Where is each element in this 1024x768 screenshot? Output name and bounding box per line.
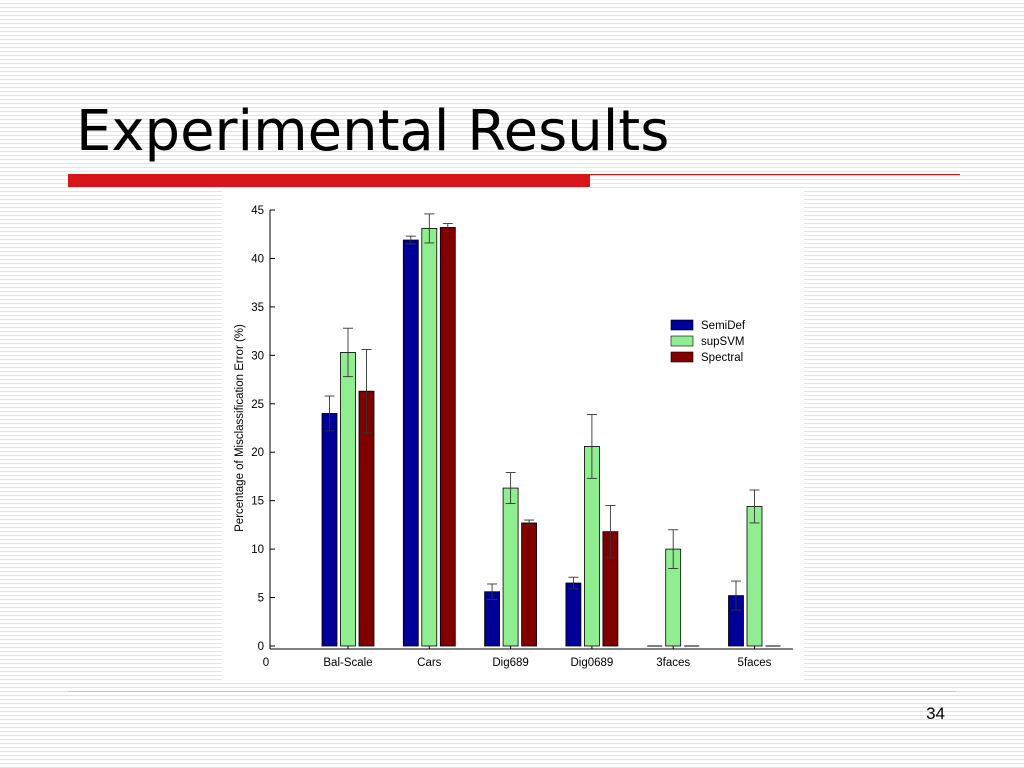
legend-label: Spectral (701, 352, 743, 364)
bar (321, 413, 338, 647)
bars-layer (321, 213, 781, 647)
y-tick-label: 40 (251, 253, 264, 265)
x-tick-label: Dig0689 (570, 657, 613, 669)
y-axis-label: Percentage of Misclassification Error (%… (234, 324, 246, 532)
bar-chart: 0 5 10 15 20 25 30 35 40 45 Percentage of Misclass… (234, 205, 793, 669)
x-tick-label: Dig689 (492, 657, 528, 669)
y-tick-label: 15 (251, 496, 264, 508)
y-tick-label: 10 (251, 544, 264, 556)
page-number: 34 (926, 704, 945, 723)
y-tick-label: 25 (251, 399, 264, 411)
legend-label: SemiDef (701, 320, 746, 332)
x-tick-label: Cars (417, 657, 442, 669)
bar (565, 582, 582, 647)
x-tick-label: 3faces (656, 657, 690, 669)
chart-panel: 0 5 10 15 20 25 30 35 40 45 Percentage of Misclass… (222, 190, 804, 680)
x-origin-label: 0 (263, 657, 269, 669)
footer-rule (68, 691, 956, 692)
bar (502, 487, 519, 647)
y-tick-label: 0 (258, 641, 264, 653)
axes-layer: 0 5 10 15 20 25 30 35 40 45 Percentage of Misclass… (234, 205, 793, 669)
legend-swatch (670, 351, 694, 363)
x-tick-label: 5faces (738, 657, 772, 669)
bar (402, 239, 419, 647)
legend-swatch (670, 319, 694, 331)
title-underline-bar (68, 174, 590, 187)
legend-swatch (670, 335, 694, 347)
x-tick-label: Bal-Scale (323, 657, 372, 669)
bar (340, 352, 356, 647)
bar (421, 228, 438, 647)
y-tick-label: 20 (251, 447, 264, 459)
legend: SemiDef supSVM Spectral (670, 319, 746, 364)
bar (521, 522, 538, 647)
y-tick-label: 35 (251, 302, 264, 314)
legend-label: supSVM (701, 336, 744, 348)
y-tick-label: 5 (258, 593, 264, 605)
bar (439, 227, 456, 647)
y-tick-label: 30 (251, 350, 264, 362)
title-underline-rule (590, 174, 960, 175)
y-tick-label: 45 (251, 205, 264, 217)
slide-title: Experimental Results (76, 99, 670, 164)
bar (746, 506, 763, 647)
